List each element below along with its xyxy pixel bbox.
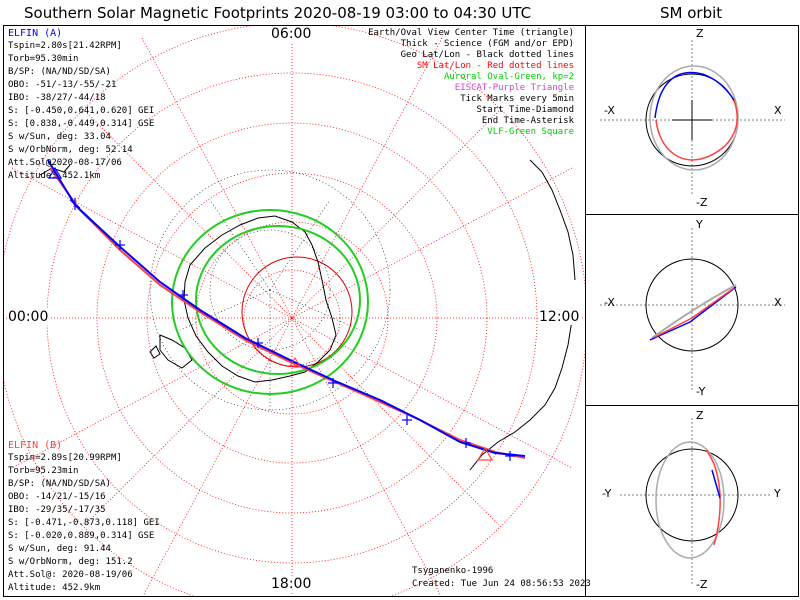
hour-label-left: 00:00 [7,309,50,325]
elfin-a-line: S w/Sun, deg: 33.04 [8,132,111,142]
orbit1-top-label: Z [696,27,704,40]
orbit2-right-label: X [774,296,782,309]
auroral-oval-outer [171,209,369,395]
legend: Earth/Oval View Center Time (triangle) T… [368,28,574,138]
orbit3-right-label: Y [774,487,781,500]
australia-coastline [39,164,71,176]
elfin-b-line: S: [-0.020,0.889,0.314] GSE [8,531,155,541]
south-america-coastline [469,319,573,471]
legend-item: Tick Marks every 5min [460,94,574,104]
orbit-divider-2 [585,405,799,406]
map-title: Southern Solar Magnetic Footprints 2020-… [24,4,532,22]
elfin-b-line: S w/OrbNorm, deg: 151.2 [8,557,133,567]
legend-item: VLF-Green Square [487,127,574,137]
africa-coastline [529,159,576,281]
elfin-a-line: Att.Sol@2020-08-17/06 [8,158,122,168]
sm-pole-circle [241,256,353,368]
orbit-panel-frame [585,25,799,597]
elfin-b-triangle-2 [289,357,301,367]
orbit-title: SM orbit [660,4,723,22]
elfin-b-line: S w/Sun, deg: 91.44 [8,544,111,554]
orbit-divider-1 [585,214,799,215]
orbit1-right-label: X [774,104,782,117]
legend-item: Geo Lat/Lon - Black dotted lines [400,50,574,60]
elfin-b-line: OBO: -14/21/-15/16 [8,492,106,502]
hour-label-top: 06:00 [270,26,313,42]
elfin-a-name: ELFIN (A) [8,28,63,39]
orbit2-bottom-label: -Y [696,385,706,398]
orbit2-left-label: -X [604,296,615,309]
elfin-b-name: ELFIN (B) [8,440,63,451]
elfin-b-line: Altitude: 452.9km [8,583,101,593]
hour-label-right: 12:00 [538,309,581,325]
legend-item: EISCAT-Purple Triangle [454,83,574,93]
elfin-a-ticks [69,198,515,461]
legend-item: Earth/Oval View Center Time (triangle) [368,28,574,38]
orbit3-left-label: -Y [602,487,612,500]
orbit3-bottom-label: -Z [696,578,708,591]
orbit2-top-label: Y [696,218,703,231]
elfin-b-triangle [476,446,494,461]
elfin-a-line: S w/OrbNorm, deg: 52.14 [8,145,133,155]
legend-item: Thick - Science (FGM and/or EPD) [400,39,574,49]
orbit1-left-label: -X [604,104,615,117]
model-label: Tsyganenko-1996 [412,566,494,576]
legend-item: End Time-Asterisk [481,116,574,126]
orbit-panel-xy [600,228,785,390]
elfin-a-start-triangle [47,166,63,179]
elfin-a-line: IBO: -38/27/-44/18 [8,93,106,103]
legend-item: Start Time-Diamond [476,105,574,115]
orbit1-bottom-label: -Z [696,196,708,209]
elfin-a-line: Torb=95.30min [8,54,79,64]
elfin-a-line: OBO: -51/-13/-55/-21 [8,80,117,90]
legend-item: Auroral Oval-Green, kp=2 [443,72,574,82]
elfin-b-line: S: [-0.471,-0.873,0.118] GEI [8,518,160,528]
antarctica-coastline [149,215,337,383]
orbit-panel-xz [600,40,785,195]
elfin-b-line: B/SP: (NA/ND/SD/SA) [8,479,111,489]
elfin-b-line: Att.Sol@: 2020-08-19/06 [8,570,133,580]
elfin-a-line: S: [-0.450,0.641,0.620] GEI [8,106,155,116]
elfin-a-line: Altitude: 452.1km [8,171,101,181]
orbit-panel-yz [620,418,770,585]
elfin-a-line: B/SP: (NA/ND/SD/SA) [8,67,111,77]
elfin-b-line: Torb=95.23min [8,466,79,476]
hour-label-bottom: 18:00 [270,576,313,592]
orbit3-top-label: Z [696,409,704,422]
elfin-b-line: Tspin=2.89s[20.99RPM] [8,453,122,463]
elfin-a-line: Tspin=2.80s[21.42RPM] [8,41,122,51]
created-label: Created: Tue Jun 24 08:56:53 2023 [412,579,591,589]
auroral-oval-inner [195,225,361,375]
elfin-b-line: IBO: -29/35/-17/35 [8,505,106,515]
elfin-a-line: S: [0.838,-0.449,0.314] GSE [8,119,155,129]
legend-item: SM Lat/Lon - Red dotted lines [416,61,574,71]
